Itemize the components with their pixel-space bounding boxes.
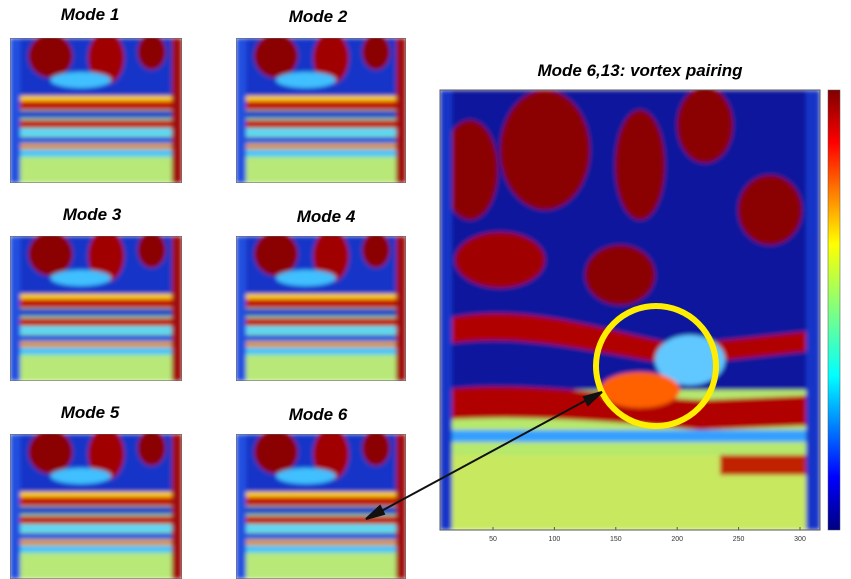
colorbar: [827, 89, 841, 531]
panel-title: Mode 5: [61, 403, 120, 422]
panel-title: Mode 1: [61, 5, 120, 24]
panel-title: Mode 3: [63, 205, 122, 224]
main-image: [440, 90, 820, 530]
x-tick-label: 300: [794, 536, 806, 543]
x-tick-label: 100: [549, 536, 561, 543]
arrow: [365, 391, 603, 520]
frame: [439, 89, 821, 531]
mode-image: [10, 230, 182, 381]
mode-image: [236, 428, 406, 579]
x-tick-label: 50: [489, 536, 497, 543]
panel-title: Mode 4: [297, 207, 356, 226]
mode-image: [10, 32, 182, 183]
x-axis: 50 100 150 200 250 300: [489, 527, 806, 543]
panel-title: Mode 2: [289, 7, 348, 26]
mode-image: [236, 230, 406, 381]
mode-image: [236, 32, 406, 183]
x-tick-label: 150: [610, 536, 622, 543]
x-tick-label: 250: [733, 536, 745, 543]
highlight-circle: [593, 303, 719, 429]
main-title: Mode 6,13: vortex pairing: [538, 61, 744, 80]
x-tick-label: 200: [671, 536, 683, 543]
mode-image: [10, 428, 182, 579]
panel-title: Mode 6: [289, 405, 348, 424]
